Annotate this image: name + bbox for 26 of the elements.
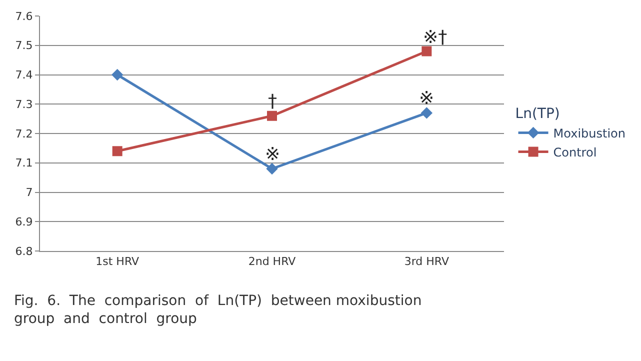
y-tick-label: 7.3 <box>15 98 33 111</box>
annotation: ※† <box>423 27 448 48</box>
y-tick-label: 6.8 <box>15 244 33 258</box>
point <box>266 162 278 175</box>
y-tick-label: 7.6 <box>15 10 33 23</box>
point <box>112 146 122 156</box>
x-tick-label: 2nd HRV <box>248 255 296 268</box>
annotation: † <box>268 91 277 112</box>
point <box>111 68 124 81</box>
y-tick-label: 7.1 <box>15 156 33 170</box>
annotation: ※ <box>419 88 434 109</box>
x-tick-label: 3rd HRV <box>404 255 450 268</box>
y-tick-label: 7.4 <box>15 68 33 82</box>
y-tick-label: 6.9 <box>15 215 33 228</box>
y-tick-label: 7.5 <box>15 39 33 52</box>
point <box>420 107 433 119</box>
point <box>267 110 277 121</box>
y-tick-label: 7 <box>26 186 33 200</box>
annotation: ※ <box>265 144 280 165</box>
legend-label: Control <box>553 145 597 160</box>
legend-label: Moxibustion <box>553 126 626 140</box>
legend-title: Ln(TP) <box>515 106 560 122</box>
caption: Fig. 6. The comparison of Ln(TP) between moxibustion group and control group <box>14 293 422 328</box>
x-tick-label: 1st HRV <box>96 255 140 268</box>
point <box>422 46 432 56</box>
y-tick-label: 7.2 <box>15 127 33 140</box>
